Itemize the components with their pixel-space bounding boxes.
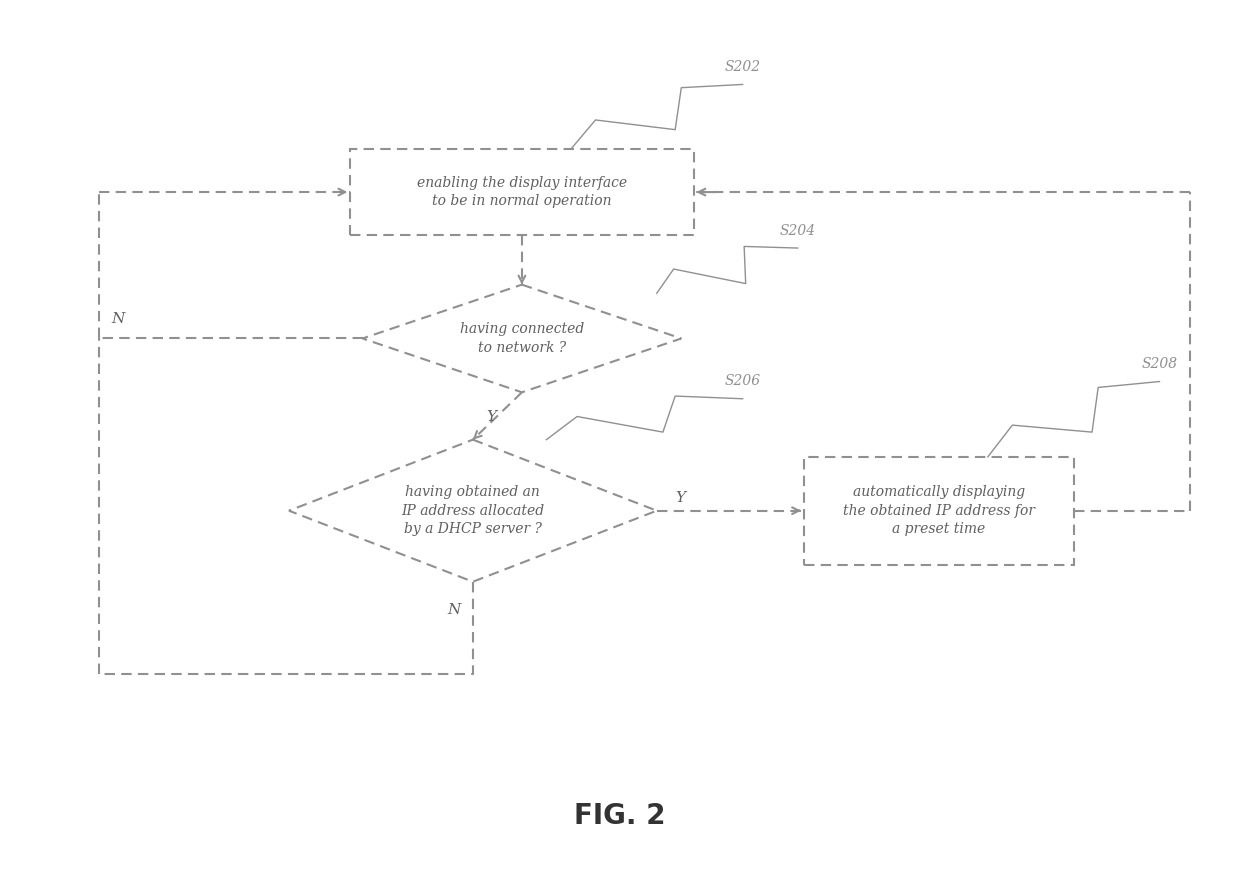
Text: S208: S208 xyxy=(1142,357,1178,371)
Text: having connected
to network ?: having connected to network ? xyxy=(460,322,584,354)
Polygon shape xyxy=(289,439,657,582)
Text: automatically displaying
the obtained IP address for
a preset time: automatically displaying the obtained IP… xyxy=(843,486,1035,536)
Text: S206: S206 xyxy=(724,374,760,388)
Text: N: N xyxy=(448,603,461,617)
FancyBboxPatch shape xyxy=(804,457,1074,564)
Text: having obtained an
IP address allocated
by a DHCP server ?: having obtained an IP address allocated … xyxy=(402,486,544,536)
Text: N: N xyxy=(112,312,124,326)
Polygon shape xyxy=(362,284,681,392)
Text: S204: S204 xyxy=(780,224,816,238)
Text: S202: S202 xyxy=(724,60,760,74)
FancyBboxPatch shape xyxy=(350,149,693,235)
Text: enabling the display interface
to be in normal operation: enabling the display interface to be in … xyxy=(417,176,627,208)
Text: Y: Y xyxy=(486,410,496,423)
Text: FIG. 2: FIG. 2 xyxy=(574,802,666,830)
Text: Y: Y xyxy=(675,491,686,505)
